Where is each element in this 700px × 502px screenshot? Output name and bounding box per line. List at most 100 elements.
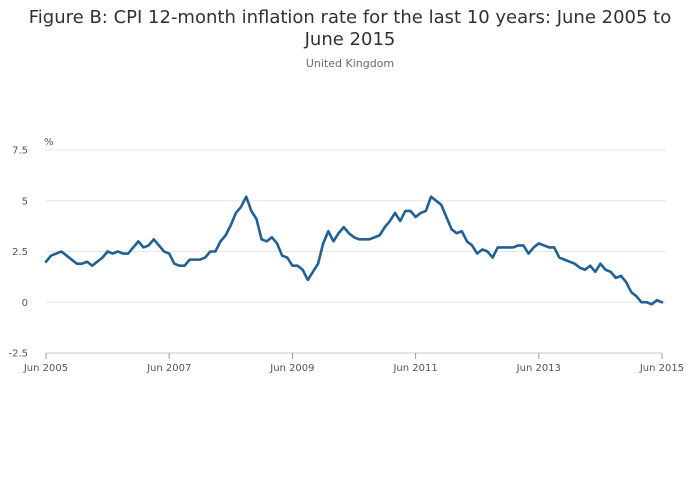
data-point: [260, 238, 262, 240]
data-point: [486, 250, 488, 252]
data-point: [368, 238, 370, 240]
data-point: [65, 254, 67, 256]
data-point: [230, 224, 232, 226]
data-point: [538, 242, 540, 244]
data-point: [86, 260, 88, 262]
x-tick-label: Jun 2007: [146, 363, 191, 374]
data-point: [640, 301, 642, 303]
data-point: [224, 234, 226, 236]
data-point: [301, 269, 303, 271]
data-point: [101, 256, 103, 258]
data-point: [609, 271, 611, 273]
data-point: [291, 265, 293, 267]
data-point: [158, 244, 160, 246]
data-point: [512, 246, 514, 248]
x-tick-label: Jun 2013: [516, 363, 561, 374]
data-point: [312, 271, 314, 273]
data-point: [517, 244, 519, 246]
chart-subtitle: United Kingdom: [305, 57, 395, 70]
data-point: [584, 269, 586, 271]
data-point: [461, 230, 463, 232]
data-point: [214, 250, 216, 252]
data-point: [96, 260, 98, 262]
data-point: [142, 246, 144, 248]
data-point: [348, 232, 350, 234]
data-point: [122, 252, 124, 254]
data-point: [440, 204, 442, 206]
data-point: [450, 228, 452, 230]
data-point: [579, 267, 581, 269]
data-point: [112, 252, 114, 254]
data-point: [343, 226, 345, 228]
axes: 7.5 5 2.5 0 -2.5 Jun 2005 Jun 2007 Jun 2009 Jun …: [8, 146, 684, 375]
data-point: [271, 236, 273, 238]
data-point: [168, 252, 170, 254]
data-point: [194, 258, 196, 260]
data-point: [378, 234, 380, 236]
data-point: [373, 236, 375, 238]
y-tick-label: 5: [22, 196, 28, 207]
data-point: [594, 271, 596, 273]
data-point: [615, 277, 617, 279]
data-point: [430, 195, 432, 197]
data-point: [296, 265, 298, 267]
data-point: [209, 250, 211, 252]
data-point: [651, 303, 653, 305]
data-point: [630, 291, 632, 293]
data-point: [435, 200, 437, 202]
data-point: [656, 299, 658, 301]
data-point: [199, 258, 201, 260]
data-point: [137, 240, 139, 242]
data-point: [543, 244, 545, 246]
data-point: [635, 295, 637, 297]
data-point: [497, 246, 499, 248]
data-point: [276, 242, 278, 244]
data-point: [409, 210, 411, 212]
data-point: [645, 301, 647, 303]
data-point: [183, 265, 185, 267]
data-point: [389, 220, 391, 222]
data-point: [189, 258, 191, 260]
data-point: [471, 244, 473, 246]
data-point: [625, 281, 627, 283]
x-tick-label: Jun 2015: [639, 363, 684, 374]
data-point: [50, 254, 52, 256]
data-point: [106, 250, 108, 252]
data-point: [414, 216, 416, 218]
data-point: [563, 258, 565, 260]
data-point: [589, 265, 591, 267]
data-point: [574, 262, 576, 264]
gridlines: [46, 149, 666, 303]
data-point: [394, 212, 396, 214]
series-layer: [44, 195, 664, 306]
data-point: [235, 212, 237, 214]
data-point: [178, 265, 180, 267]
data-point: [255, 218, 257, 220]
data-point: [332, 240, 334, 242]
data-point: [476, 252, 478, 254]
data-point: [384, 226, 386, 228]
data-point: [55, 252, 57, 254]
data-point: [507, 246, 509, 248]
data-point: [604, 269, 606, 271]
data-point: [337, 232, 339, 234]
data-point: [502, 246, 504, 248]
data-point: [307, 279, 309, 281]
data-point: [173, 262, 175, 264]
chart-title: Figure B: CPI 12-month inflation rate fo…: [28, 7, 672, 50]
data-point: [522, 244, 524, 246]
data-point: [425, 210, 427, 212]
data-point: [491, 256, 493, 258]
data-point: [286, 256, 288, 258]
data-point: [399, 220, 401, 222]
data-point: [532, 246, 534, 248]
data-point: [91, 265, 93, 267]
data-point: [132, 246, 134, 248]
data-point: [81, 262, 83, 264]
series-line: [44, 195, 664, 306]
x-tick-label: Jun 2011: [392, 363, 437, 374]
data-point: [327, 230, 329, 232]
x-tick-label: Jun 2009: [269, 363, 314, 374]
data-point: [266, 240, 268, 242]
